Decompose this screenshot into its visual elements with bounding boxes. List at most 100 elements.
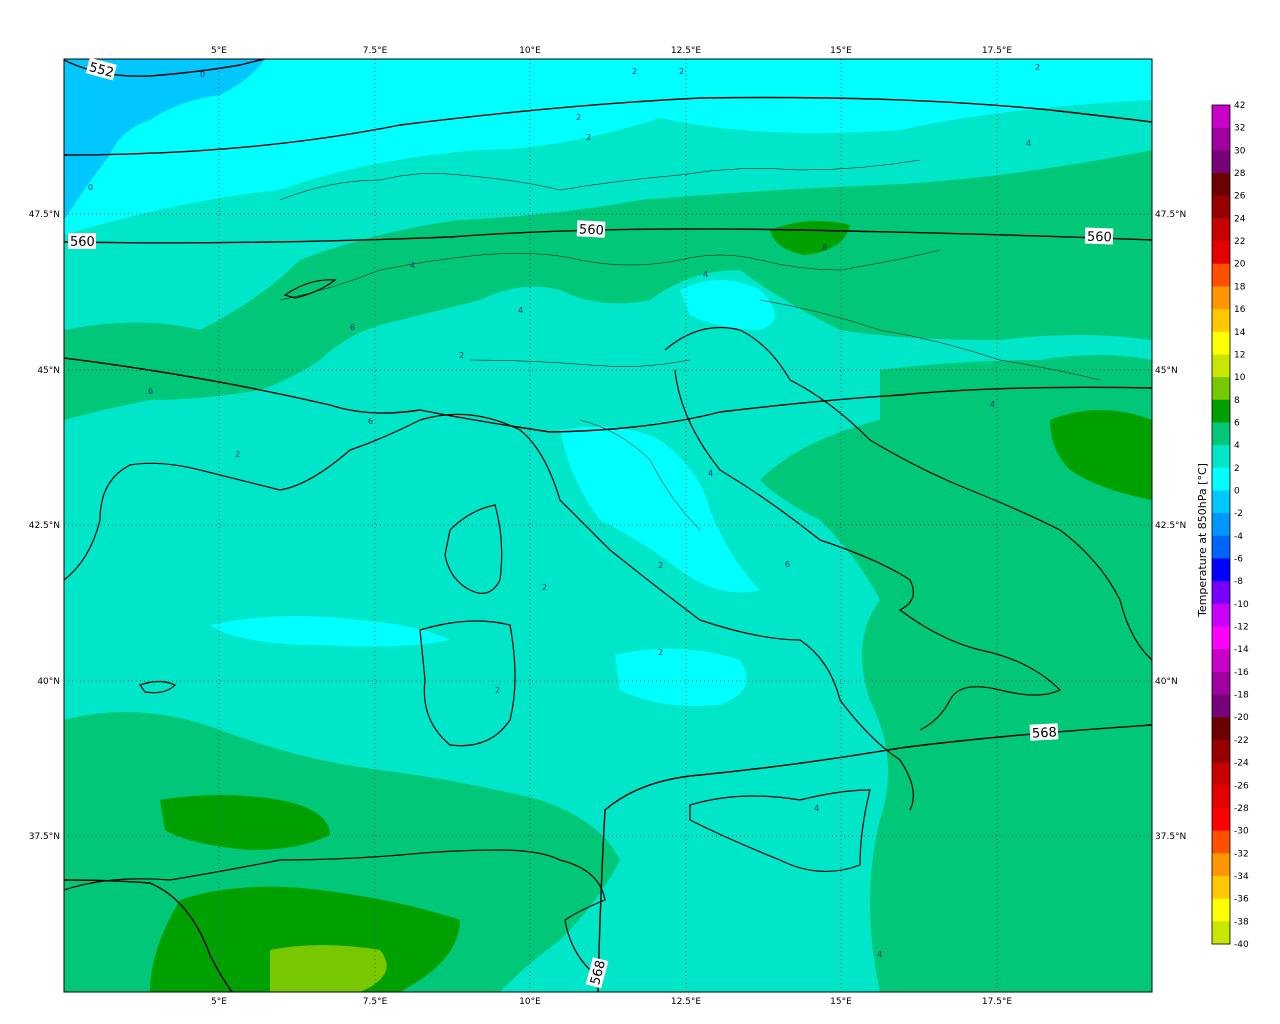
coast-sardinia xyxy=(419,620,516,747)
colorbar-tick-label: 8 xyxy=(1234,396,1240,406)
colorbar-title: Temperature at 850hPa [°C] xyxy=(1196,463,1209,618)
colorbar-tick-label: 14 xyxy=(1234,328,1246,338)
borders xyxy=(279,159,1101,531)
isohypse-label: 560 xyxy=(579,222,605,238)
colorbar-swatch xyxy=(1212,785,1230,809)
field-4-6-balkans xyxy=(760,355,1152,992)
colorbar-tick-label: -22 xyxy=(1234,736,1249,746)
lat-ticks-left: 47.5°N 45°N 42.5°N 40°N 37.5°N xyxy=(29,210,60,842)
colorbar-tick-label: -6 xyxy=(1234,555,1243,565)
border-north xyxy=(279,159,921,201)
border-italy-regions xyxy=(469,359,701,531)
border-alps xyxy=(279,249,941,301)
temp-label: 4 xyxy=(703,270,708,279)
coast-adriatic xyxy=(664,326,1152,661)
lon-tick: 12.5°E xyxy=(671,997,702,1007)
temp-label: 4 xyxy=(814,804,819,813)
temp-label: 2 xyxy=(632,67,637,76)
lon-tick: 7.5°E xyxy=(363,997,388,1007)
colorbar-tick-label: 6 xyxy=(1234,418,1240,428)
colorbar-swatch xyxy=(1212,195,1230,219)
colorbar-swatch xyxy=(1212,830,1230,854)
colorbar-tick-label: -18 xyxy=(1234,691,1249,701)
temp-label: 6 xyxy=(148,387,153,396)
colorbar-tick-label: 20 xyxy=(1234,260,1246,270)
lon-ticks-bottom: 5°E 7.5°E 10°E 12.5°E 15°E 17.5°E xyxy=(211,997,1012,1007)
field-0-2-central xyxy=(560,426,760,593)
lon-tick: 5°E xyxy=(211,997,227,1007)
colorbar: 4232302826242220181614121086420-2-4-6-8-… xyxy=(1211,101,1249,950)
lat-ticks-right: 47.5°N 45°N 42.5°N 40°N 37.5°N xyxy=(1155,210,1186,842)
coastlines xyxy=(64,279,1152,971)
colorbar-tick-label: -16 xyxy=(1234,668,1249,678)
colorbar-swatch xyxy=(1212,535,1230,560)
colorbar-tick-label: 18 xyxy=(1234,282,1246,292)
colorbar-swatch xyxy=(1212,581,1230,605)
field-0-2-ionian xyxy=(615,648,747,706)
field-0-2-tyrrhenian xyxy=(210,616,450,647)
temp-label: 2 xyxy=(542,583,547,592)
colorbar-swatch xyxy=(1212,807,1230,832)
lat-tick: 47.5°N xyxy=(1155,210,1186,220)
colorbar-swatch xyxy=(1212,331,1230,355)
coast-corsica xyxy=(444,504,503,594)
colorbar-tick-label: -20 xyxy=(1234,713,1249,723)
colorbar-swatch xyxy=(1212,399,1230,423)
temp-labels: 0 0 2 2 2 2 4 4 2 6 6 6 2 4 4 2 2 2 4 4 … xyxy=(88,63,1040,959)
colorbar-swatch xyxy=(1212,603,1230,628)
map-frame xyxy=(63,58,1153,993)
colorbar-tick-label: 4 xyxy=(1234,441,1240,451)
coast-italy-east xyxy=(674,369,1062,731)
colorbar-tick-label: 32 xyxy=(1234,124,1245,134)
temp-label: 4 xyxy=(518,306,523,315)
colorbar-tick-label: 26 xyxy=(1234,192,1246,202)
colorbar-swatch xyxy=(1212,853,1230,877)
colorbar-tick-label: 42 xyxy=(1234,101,1245,111)
colorbar-tick-label: -26 xyxy=(1234,781,1249,791)
colorbar-tick-label: -32 xyxy=(1234,849,1249,859)
colorbar-tick-label: -36 xyxy=(1234,895,1249,905)
border-balkans xyxy=(759,299,1101,381)
lon-tick: 5°E xyxy=(211,46,227,56)
colorbar-swatch xyxy=(1212,717,1230,741)
isohypse-556 xyxy=(64,96,1152,156)
colorbar-swatch xyxy=(1212,263,1230,287)
colorbar-swatch xyxy=(1212,898,1230,922)
colorbar-tick-label: -8 xyxy=(1234,577,1243,587)
temp-label: 2 xyxy=(576,113,581,122)
colorbar-swatch xyxy=(1212,241,1230,265)
field-4-6-alps xyxy=(64,150,1152,420)
temp-label: 2 xyxy=(679,67,684,76)
lat-tick: 42.5°N xyxy=(1155,521,1186,531)
colorbar-tick-label: -10 xyxy=(1234,600,1249,610)
lat-tick: 40°N xyxy=(1155,677,1178,687)
colorbar-swatch xyxy=(1212,445,1230,469)
colorbar-tick-label: 12 xyxy=(1234,350,1245,360)
field-6-8-east xyxy=(1050,410,1152,500)
colorbar-tick-label: -14 xyxy=(1234,645,1249,655)
lat-tick: 42.5°N xyxy=(29,521,60,531)
colorbar-swatch xyxy=(1212,626,1230,650)
field-0-2-trieste xyxy=(680,280,775,330)
temp-label: 6 xyxy=(785,560,790,569)
colorbar-swatch xyxy=(1212,513,1230,537)
field-8-10-africa xyxy=(270,945,387,992)
colorbar-tick-label: 22 xyxy=(1234,237,1245,247)
colorbar-tick-label: -4 xyxy=(1234,532,1243,542)
colorbar-tick-label: 16 xyxy=(1234,305,1246,315)
lon-tick: 15°E xyxy=(830,46,852,56)
temp-label: 0 xyxy=(88,183,93,192)
field-0-2-north xyxy=(64,59,1152,235)
temp-label: 4 xyxy=(990,400,995,409)
isohypse-label: 552 xyxy=(87,60,115,81)
colorbar-tick-label: -12 xyxy=(1234,623,1249,633)
colorbar-tick-label: 24 xyxy=(1234,214,1246,224)
colorbar-swatch xyxy=(1212,558,1230,582)
colorbar-swatch xyxy=(1212,875,1230,900)
lon-tick: 12.5°E xyxy=(671,46,702,56)
colorbar-tick-label: 30 xyxy=(1234,146,1246,156)
lon-tick: 10°E xyxy=(519,997,541,1007)
colorbar-tick-label: -40 xyxy=(1234,940,1249,950)
temp-label: 4 xyxy=(410,261,415,270)
